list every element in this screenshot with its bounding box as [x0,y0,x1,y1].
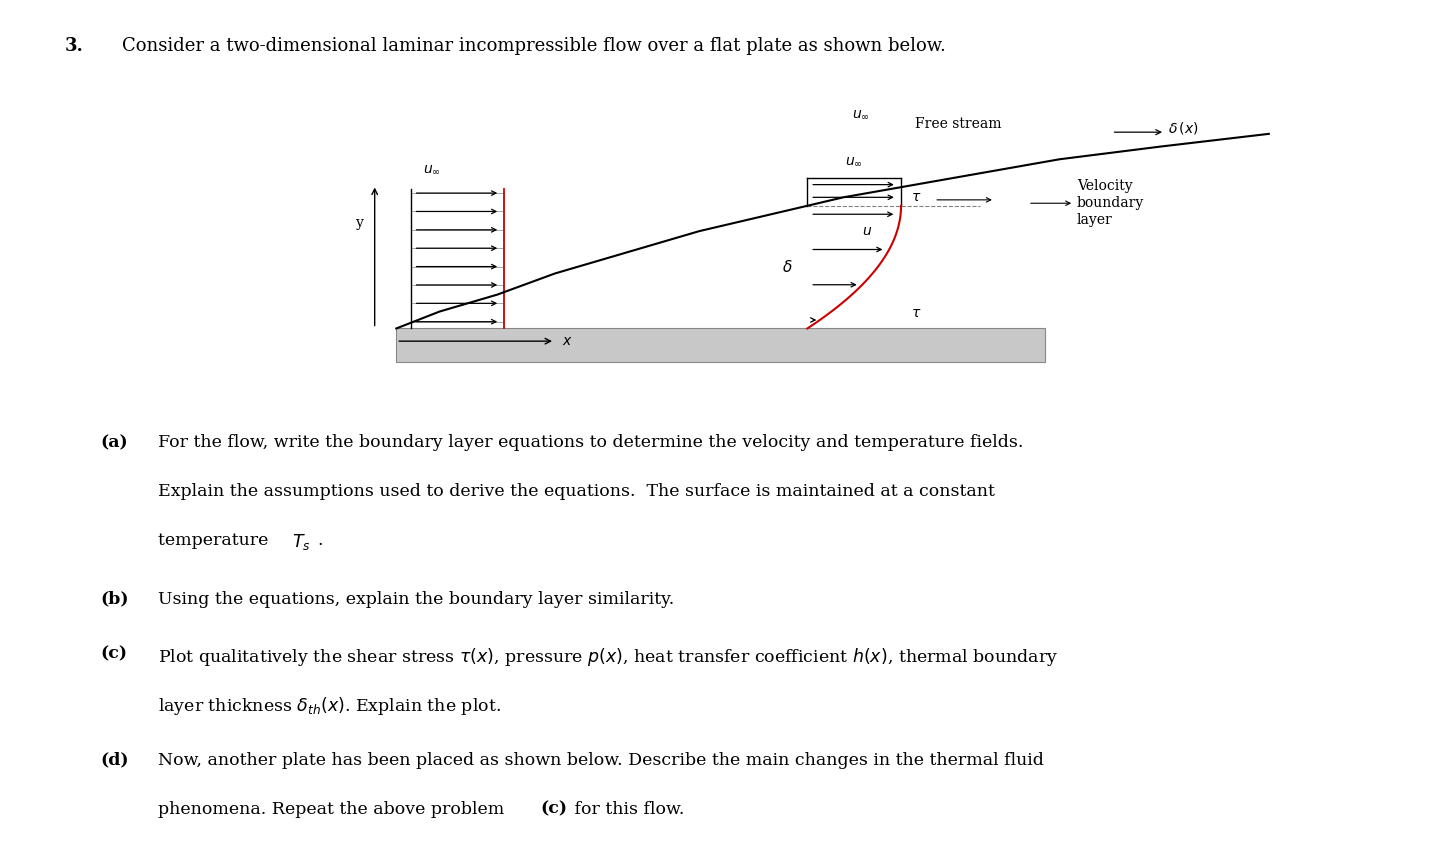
Text: layer thickness $\delta_{th}(x)$. Explain the plot.: layer thickness $\delta_{th}(x)$. Explai… [159,695,501,717]
Text: Consider a two-dimensional laminar incompressible flow over a flat plate as show: Consider a two-dimensional laminar incom… [122,37,946,54]
Text: temperature: temperature [159,532,274,550]
Text: Velocity: Velocity [1077,180,1133,194]
Text: $\tau$: $\tau$ [911,190,922,205]
Text: (c): (c) [100,646,128,663]
Text: $\tau$: $\tau$ [911,306,922,320]
Text: y: y [357,216,364,230]
Bar [396,329,1045,362]
Text: For the flow, write the boundary layer equations to determine the velocity and t: For the flow, write the boundary layer e… [159,434,1024,452]
Text: phenomena. Repeat the above problem: phenomena. Repeat the above problem [159,801,510,818]
Text: Explain the assumptions used to derive the equations.  The surface is maintained: Explain the assumptions used to derive t… [159,483,996,501]
Text: Free stream: Free stream [916,117,1002,131]
Text: Using the equations, explain the boundary layer similarity.: Using the equations, explain the boundar… [159,591,674,608]
Text: boundary: boundary [1077,196,1144,210]
Text: Now, another plate has been placed as shown below. Describe the main changes in : Now, another plate has been placed as sh… [159,752,1044,769]
Text: $u_\infty$: $u_\infty$ [424,163,441,176]
Text: for this flow.: for this flow. [569,801,684,818]
Text: $\delta\,(x)$: $\delta\,(x)$ [1168,120,1198,136]
Text: $u_\infty$: $u_\infty$ [852,108,869,121]
Text: $u_\infty$: $u_\infty$ [844,154,862,168]
Text: $x$: $x$ [562,335,572,348]
Text: (b): (b) [100,591,130,608]
Text: (c): (c) [540,801,568,818]
Text: 3.: 3. [64,37,83,54]
Text: layer: layer [1077,213,1112,227]
Text: $\delta$: $\delta$ [782,259,794,275]
Text: $T_s$: $T_s$ [293,532,312,552]
Text: Plot qualitatively the shear stress $\tau(x)$, pressure $p(x)$, heat transfer co: Plot qualitatively the shear stress $\ta… [159,646,1059,667]
Text: (a): (a) [100,434,128,452]
Text: $u$: $u$ [862,224,872,238]
Text: .: . [317,532,322,550]
Text: (d): (d) [100,752,130,769]
